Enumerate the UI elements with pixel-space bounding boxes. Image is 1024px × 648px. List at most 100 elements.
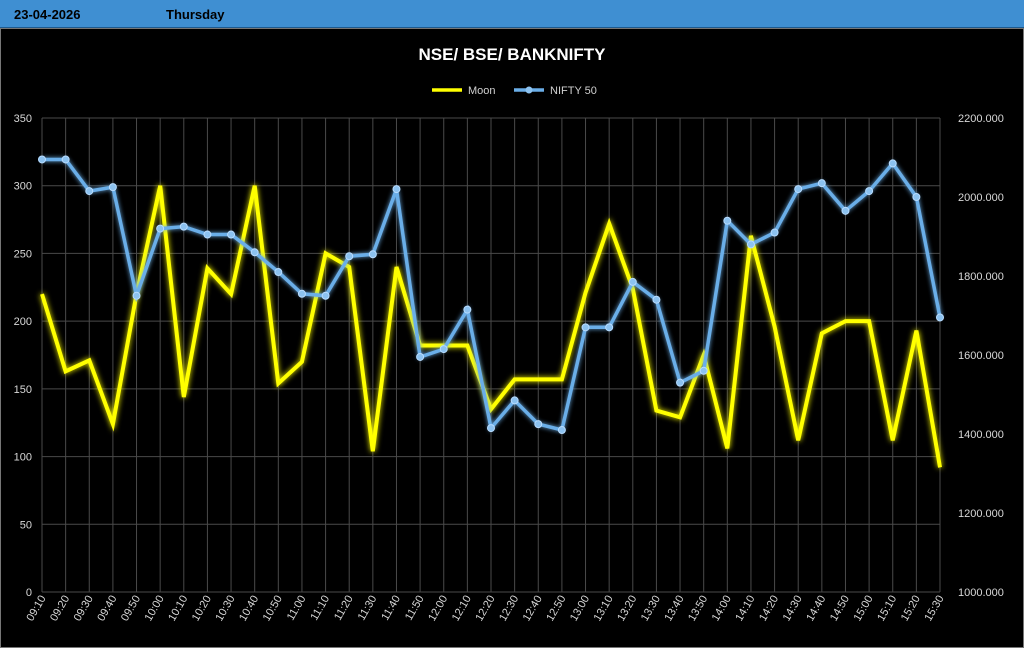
title-bar: 23-04-2026 Thursday xyxy=(0,0,1024,28)
x-tick-label: 11:30 xyxy=(356,594,380,623)
y-right-tick-label: 1600.000 xyxy=(958,350,1004,362)
data-point-nifty-50 xyxy=(274,268,283,277)
data-point-nifty-50 xyxy=(368,250,377,259)
data-point-nifty-50 xyxy=(888,159,897,168)
x-tick-label: 13:00 xyxy=(568,594,592,624)
x-tick-label: 12:00 xyxy=(426,594,450,624)
y-left-tick-label: 250 xyxy=(14,248,32,260)
legend-label: NIFTY 50 xyxy=(550,85,597,97)
data-point-nifty-50 xyxy=(841,206,850,215)
data-point-nifty-50 xyxy=(770,228,779,237)
x-tick-label: 11:40 xyxy=(379,594,403,623)
y-left-tick-label: 0 xyxy=(26,587,32,599)
y-left-tick-label: 150 xyxy=(14,384,32,396)
gridlines xyxy=(41,117,941,593)
x-tick-label: 14:00 xyxy=(710,594,734,624)
y-left-tick-label: 100 xyxy=(14,452,32,464)
data-point-nifty-50 xyxy=(676,378,685,387)
x-tick-label: 15:00 xyxy=(852,594,876,624)
legend-label: Moon xyxy=(468,85,496,97)
y-right-tick-label: 2000.000 xyxy=(958,192,1004,204)
x-tick-label: 14:20 xyxy=(757,594,781,624)
legend-marker xyxy=(525,86,533,94)
data-point-nifty-50 xyxy=(912,193,921,201)
data-point-nifty-50 xyxy=(321,291,330,300)
data-point-nifty-50 xyxy=(463,305,472,314)
data-point-nifty-50 xyxy=(723,216,732,225)
x-tick-label: 10:10 xyxy=(166,594,190,624)
y-right-tick-label: 1800.000 xyxy=(958,271,1004,283)
x-tick-label: 09:20 xyxy=(48,594,72,624)
data-point-nifty-50 xyxy=(345,252,354,261)
data-point-nifty-50 xyxy=(179,222,188,231)
x-tick-label: 10:50 xyxy=(261,594,285,624)
x-tick-label: 12:50 xyxy=(544,594,568,624)
x-tick-label: 11:50 xyxy=(403,594,427,623)
x-tick-label: 14:40 xyxy=(804,594,828,624)
x-tick-label: 15:20 xyxy=(899,594,923,624)
data-point-nifty-50 xyxy=(817,179,826,188)
x-tick-label: 13:10 xyxy=(592,594,616,624)
data-point-nifty-50 xyxy=(628,277,637,286)
data-point-nifty-50 xyxy=(227,230,236,239)
x-tick-label: 09:30 xyxy=(72,594,96,624)
x-tick-label: 10:40 xyxy=(237,594,261,624)
x-tick-label: 10:20 xyxy=(190,594,214,624)
x-tick-label: 15:30 xyxy=(922,594,946,624)
series-line-moon xyxy=(40,185,942,468)
data-point-nifty-50 xyxy=(794,185,803,194)
data-point-nifty-50 xyxy=(85,187,94,196)
data-point-nifty-50 xyxy=(156,224,165,233)
x-tick-label: 12:20 xyxy=(473,594,497,624)
data-point-nifty-50 xyxy=(38,155,46,164)
y-right-tick-label: 1400.000 xyxy=(958,429,1004,441)
data-point-nifty-50 xyxy=(132,291,141,300)
date-label: 23-04-2026 xyxy=(14,7,81,22)
x-tick-label: 12:10 xyxy=(450,594,474,624)
data-point-nifty-50 xyxy=(108,183,117,192)
x-tick-label: 10:00 xyxy=(143,594,167,624)
x-tick-label: 14:50 xyxy=(828,594,852,624)
x-tick-label: 13:50 xyxy=(686,594,710,624)
y-left-tick-label: 50 xyxy=(20,519,32,531)
x-tick-label: 12:40 xyxy=(521,594,545,624)
x-tick-label: 14:10 xyxy=(733,594,757,624)
data-point-nifty-50 xyxy=(936,313,944,322)
data-point-nifty-50 xyxy=(297,289,306,298)
x-tick-label: 11:10 xyxy=(308,594,332,623)
y-right-tick-label: 1000.000 xyxy=(958,587,1004,599)
x-tick-label: 15:10 xyxy=(875,594,899,624)
data-point-nifty-50 xyxy=(534,420,543,429)
x-tick-label: 13:20 xyxy=(615,594,639,624)
x-tick-label: 13:40 xyxy=(662,594,686,624)
legend: Moon NIFTY 50 xyxy=(432,85,597,97)
x-tick-label: 09:40 xyxy=(95,594,119,624)
chart-title: NSE/ BSE/ BANKNIFTY xyxy=(418,45,606,64)
x-tick-label: 14:30 xyxy=(781,594,805,624)
data-point-nifty-50 xyxy=(605,323,614,332)
x-tick-label: 11:00 xyxy=(285,594,309,623)
x-tick-label: 12:30 xyxy=(497,594,521,624)
data-point-nifty-50 xyxy=(699,366,708,375)
y-left-tick-label: 200 xyxy=(14,316,32,328)
data-point-nifty-50 xyxy=(510,396,519,405)
y-right-tick-label: 1200.000 xyxy=(958,508,1004,520)
data-point-nifty-50 xyxy=(250,248,259,257)
series-layer xyxy=(38,155,944,468)
data-point-nifty-50 xyxy=(392,185,401,194)
x-tick-label: 13:30 xyxy=(639,594,663,624)
data-point-nifty-50 xyxy=(416,352,425,361)
day-label: Thursday xyxy=(166,7,225,22)
data-point-nifty-50 xyxy=(203,230,212,239)
x-tick-label: 10:30 xyxy=(213,594,237,624)
data-point-nifty-50 xyxy=(61,155,70,164)
data-point-nifty-50 xyxy=(487,424,495,433)
data-point-nifty-50 xyxy=(557,426,566,435)
data-point-nifty-50 xyxy=(581,323,590,332)
data-point-nifty-50 xyxy=(652,295,661,304)
data-point-nifty-50 xyxy=(746,240,755,249)
y-left-tick-label: 300 xyxy=(14,181,32,193)
x-tick-label: 09:50 xyxy=(119,594,143,624)
data-point-nifty-50 xyxy=(865,187,874,196)
